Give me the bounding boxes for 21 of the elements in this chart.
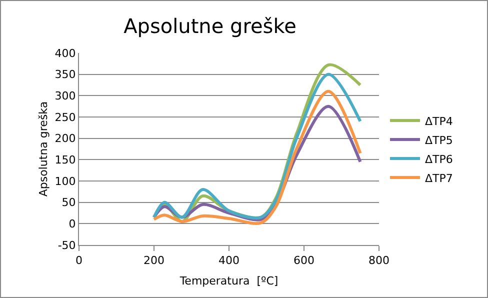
legend-label: ΔTP4 (425, 114, 453, 128)
y-tick-label: -50 (58, 238, 76, 252)
y-tick-label: 250 (54, 110, 76, 124)
x-tick-label: 600 (294, 254, 314, 268)
y-tick-label: 400 (54, 46, 76, 60)
y-tick-label: 150 (54, 154, 76, 167)
y-tick-label: 50 (62, 196, 76, 210)
legend-label: ΔTP5 (425, 134, 453, 147)
legend-label: ΔTP7 (425, 172, 453, 185)
x-tick-label: 200 (144, 254, 164, 268)
x-axis-title: Temperatura [ºC] (178, 274, 278, 288)
x-tick-label: 800 (368, 254, 390, 268)
y-tick-label: 0 (68, 218, 76, 231)
y-axis-title: Apsolutna greška (37, 101, 50, 197)
y-tick-label: 350 (54, 68, 76, 82)
y-tick-label: 100 (54, 174, 76, 188)
y-tick-label: 200 (54, 132, 76, 146)
x-tick-label: 400 (218, 254, 240, 268)
y-tick-label: 300 (54, 90, 76, 103)
chart-title: Apsolutne greške (124, 14, 296, 38)
legend-label: ΔTP6 (425, 152, 453, 166)
